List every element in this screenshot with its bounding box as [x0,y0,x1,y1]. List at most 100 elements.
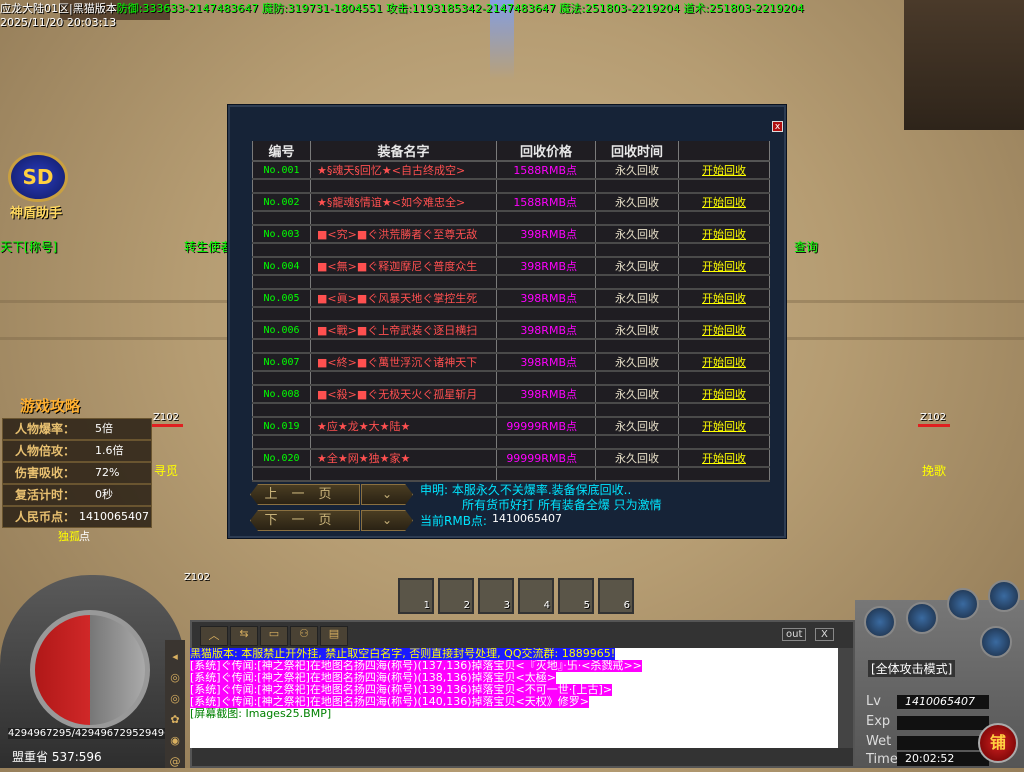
row-spacer [252,403,770,418]
skill-slot[interactable]: 2 [438,578,474,614]
chat-message-text: [系统]ぐ传闻:[神之祭祀]在地图名扬四海(称号)(137,136)掉落宝贝<『… [190,660,642,672]
player-name[interactable]: 独孤 [58,530,80,543]
item-number: No.007 [252,353,311,372]
spacer-cell [496,307,596,322]
chat-tool-button[interactable]: ▭ [260,626,288,646]
chat-channel-icons[interactable]: ◂ ◎ ◎ ✿ ◉ @ [169,650,181,768]
item-name: ★应★龙★大★陆★ [310,417,497,436]
npc-name[interactable]: 转生使者 [184,240,233,254]
player-name[interactable]: 挽歌 [922,464,947,478]
npc-name[interactable]: 天下[称号] [0,240,58,254]
stat-value: 1.6倍 [95,444,124,457]
stat-label: 复活计时 [15,488,64,502]
spacer-cell [252,339,311,354]
item-number: No.006 [252,321,311,340]
notice-line: 申明: 本服永久不关爆率.装备保底回收.. [420,483,632,497]
start-recycle-link[interactable]: 开始回收 [678,353,770,372]
recycle-time: 永久回收 [595,385,679,404]
start-recycle-link[interactable]: 开始回收 [678,289,770,308]
table-row: No.003 ■<究>■ぐ洪荒勝者ぐ至尊无敌 398RMB点 永久回收 开始回收 [252,225,770,244]
close-button[interactable]: x [772,121,783,132]
sound-icon[interactable] [988,580,1020,612]
item-number: No.019 [252,417,311,436]
shield-helper-icon[interactable]: SD [8,152,68,202]
start-recycle-link[interactable]: 开始回收 [678,257,770,276]
spacer-cell [496,435,596,450]
spacer-cell [310,467,497,482]
row-spacer [252,307,770,322]
row-spacer [252,435,770,450]
spacer-cell [252,307,311,322]
building [904,0,1024,130]
item-number: No.003 [252,225,311,244]
table-row: No.006 ■<戰>■ぐ上帝武装ぐ逐日横扫 398RMB点 永久回收 开始回收 [252,321,770,340]
helper-label[interactable]: 神盾助手 [10,206,63,221]
skill-slot[interactable]: 1 [398,578,434,614]
light-beam [490,0,514,80]
item-name: ■<殺>■ぐ无极天火ぐ孤星斩月 [310,385,497,404]
prev-page-button[interactable]: 上一页 [250,484,360,505]
shop-button[interactable]: 铺 [978,723,1018,763]
skill-slot[interactable]: 6 [598,578,634,614]
player-name[interactable]: 寻觅 [154,464,179,478]
chat-tool-button[interactable]: ⚇ [290,626,318,646]
chevron-down-icon[interactable]: ⌄ [361,484,413,505]
chat-side-buttons [165,640,185,768]
character-stats: 防御:333633-2147483647 魔防:319731-1804551 攻… [116,2,804,15]
table-row: No.001 ★§魂天§回忆★<自古终成空> 1588RMB点 永久回收 开始回收 [252,161,770,180]
start-recycle-link[interactable]: 开始回收 [678,417,770,436]
spacer-cell [496,371,596,386]
spacer-cell [678,243,770,258]
spacer-cell [310,243,497,258]
spacer-cell [252,467,311,482]
start-recycle-link[interactable]: 开始回收 [678,193,770,212]
balance-icon[interactable] [980,626,1012,658]
skill-slot[interactable]: 5 [558,578,594,614]
menu-icon[interactable] [864,606,896,638]
skill-slot[interactable]: 3 [478,578,514,614]
start-recycle-link[interactable]: 开始回收 [678,385,770,404]
row-spacer [252,243,770,258]
npc-name[interactable]: 查询 [794,240,819,254]
chat-message: [系统]ぐ传闻:[神之祭祀]在地图名扬四海(称号)(137,136)掉落宝贝<『… [190,660,838,672]
spacer-cell [595,467,679,482]
datetime: 2025/11/20 20:03:13 [0,16,117,29]
spacer-cell [678,435,770,450]
chevron-down-icon[interactable]: ⌄ [361,510,413,531]
skill-slot[interactable]: 4 [518,578,554,614]
column-header: 装备名字 [310,141,497,162]
spacer-cell [595,243,679,258]
start-recycle-link[interactable]: 开始回收 [678,321,770,340]
start-recycle-link[interactable]: 开始回收 [678,225,770,244]
chat-tool-button[interactable]: ⇆ [230,626,258,646]
start-recycle-link[interactable]: 开始回收 [678,161,770,180]
spacer-cell [310,307,497,322]
spacer-cell [678,339,770,354]
guide-title: 游戏攻略 [20,397,81,415]
item-price: 398RMB点 [496,353,596,372]
attack-mode[interactable]: [全体攻击模式] [868,660,956,677]
menu-icon[interactable] [947,588,979,620]
spacer-cell [252,403,311,418]
item-price: 398RMB点 [496,257,596,276]
chat-message: [系统]ぐ传闻:[神之祭祀]在地图名扬四海(称号)(140,136)掉落宝贝<天… [190,696,838,708]
chat-close-button[interactable]: X [815,628,834,641]
spacer-cell [252,371,311,386]
chat-tool-button[interactable]: ︿ [200,626,228,646]
item-number: No.004 [252,257,311,276]
recycle-time: 永久回收 [595,225,679,244]
spacer-cell [678,179,770,194]
hp-bar [151,424,183,427]
out-button[interactable]: out [782,628,807,641]
chat-message-text: 黑猫版本: 本服禁止开外挂, 禁止取空白名字, 否则直接封号处理, QQ交流群:… [190,648,616,660]
next-page-button[interactable]: 下一页 [250,510,360,531]
menu-icon[interactable] [906,602,938,634]
guide-stat: 人物爆率： 5倍 [2,418,152,440]
recycle-time: 永久回收 [595,161,679,180]
chat-tool-button[interactable]: ▤ [320,626,348,646]
item-number: No.005 [252,289,311,308]
chat-scrollbar[interactable] [838,648,853,748]
chat-toolbar: ︿ ⇆ ▭ ⚇ ▤ [200,626,348,646]
start-recycle-link[interactable]: 开始回收 [678,449,770,468]
spacer-cell [595,435,679,450]
